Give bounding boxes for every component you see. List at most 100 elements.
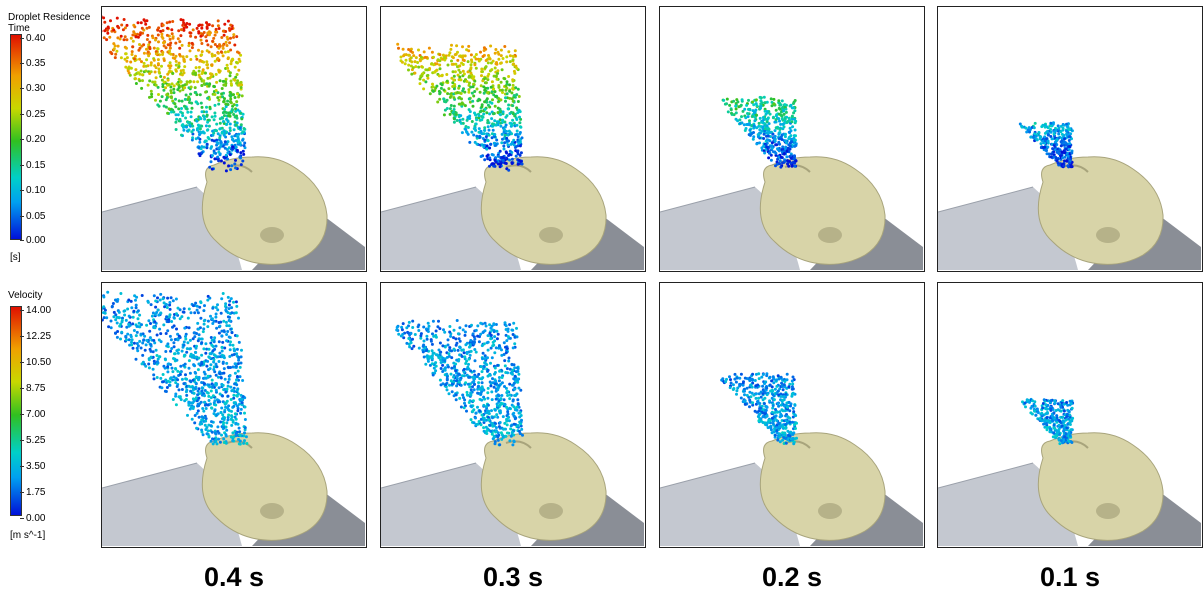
droplet	[508, 152, 511, 156]
droplet	[791, 406, 795, 410]
droplet	[127, 314, 131, 318]
droplet	[102, 305, 106, 309]
droplet	[180, 43, 184, 47]
droplet	[508, 83, 511, 87]
droplet	[187, 366, 191, 370]
droplet	[510, 430, 514, 434]
droplet	[141, 341, 145, 345]
droplet	[740, 98, 744, 102]
droplet	[460, 101, 464, 105]
droplet	[435, 68, 439, 72]
droplet	[238, 439, 242, 443]
droplet	[471, 399, 475, 403]
droplet	[162, 80, 166, 84]
droplet	[447, 392, 451, 396]
droplet	[206, 319, 210, 323]
droplet	[751, 403, 755, 407]
droplet	[178, 53, 182, 56]
droplet	[222, 371, 226, 375]
tick-label: 12.25	[19, 331, 52, 342]
droplet	[151, 350, 155, 354]
droplet	[205, 347, 209, 351]
droplet	[780, 385, 784, 388]
droplet	[1053, 130, 1056, 134]
droplet	[229, 36, 232, 40]
droplet	[1068, 399, 1072, 403]
droplet	[471, 85, 475, 89]
droplet	[200, 386, 204, 390]
droplet	[172, 110, 176, 114]
droplet	[467, 108, 471, 112]
droplet	[433, 70, 437, 74]
droplet	[518, 415, 522, 419]
droplet	[762, 132, 766, 136]
droplet	[171, 20, 175, 23]
droplet	[770, 379, 774, 383]
tick-label: 1.75	[19, 487, 46, 498]
droplet	[1042, 146, 1045, 149]
droplet	[205, 128, 209, 132]
droplet	[733, 377, 737, 381]
droplet	[507, 129, 511, 133]
droplet	[188, 407, 192, 411]
cylinder-edge	[102, 186, 198, 213]
droplet	[482, 342, 486, 346]
droplet	[198, 59, 202, 63]
droplet	[782, 109, 786, 113]
droplet	[465, 352, 469, 355]
droplet	[189, 85, 193, 89]
droplet	[146, 300, 150, 304]
droplet	[516, 378, 519, 382]
droplet	[436, 58, 440, 62]
droplet	[206, 66, 210, 70]
droplet	[220, 87, 224, 90]
droplet	[140, 60, 143, 64]
droplet	[235, 334, 239, 338]
droplet	[221, 394, 224, 398]
droplet	[512, 439, 516, 443]
droplet	[200, 422, 204, 426]
droplet	[481, 70, 484, 74]
droplet	[448, 383, 451, 387]
droplet	[188, 121, 192, 124]
droplet	[399, 55, 403, 59]
droplet	[134, 303, 138, 307]
droplet	[185, 107, 189, 111]
droplet	[217, 437, 220, 441]
droplet	[244, 435, 248, 439]
droplet	[764, 408, 768, 412]
droplet	[465, 80, 469, 83]
droplet	[478, 409, 482, 413]
droplet	[226, 140, 230, 144]
droplet	[508, 393, 512, 397]
droplet	[778, 162, 781, 166]
droplet	[221, 413, 225, 417]
droplet	[1062, 164, 1066, 168]
droplet	[179, 18, 183, 22]
droplet	[493, 372, 496, 376]
droplet	[230, 135, 234, 139]
droplet	[175, 349, 179, 353]
droplet	[497, 120, 501, 124]
droplet	[156, 296, 159, 300]
droplet	[768, 139, 772, 143]
droplet	[196, 368, 200, 372]
droplet	[102, 29, 103, 33]
droplet	[781, 438, 785, 442]
droplet	[214, 438, 218, 442]
droplet	[129, 60, 133, 64]
droplet	[520, 418, 523, 422]
droplet	[228, 348, 232, 352]
droplet	[194, 346, 198, 350]
droplet	[152, 359, 156, 363]
droplet	[230, 423, 234, 427]
droplet	[236, 92, 239, 96]
droplet	[760, 375, 764, 379]
droplet	[169, 349, 173, 353]
droplet	[474, 416, 477, 420]
legend-title: Velocity	[8, 290, 43, 301]
droplet	[434, 369, 438, 373]
droplet	[1046, 133, 1050, 137]
droplet	[779, 165, 783, 169]
droplet	[783, 380, 787, 383]
